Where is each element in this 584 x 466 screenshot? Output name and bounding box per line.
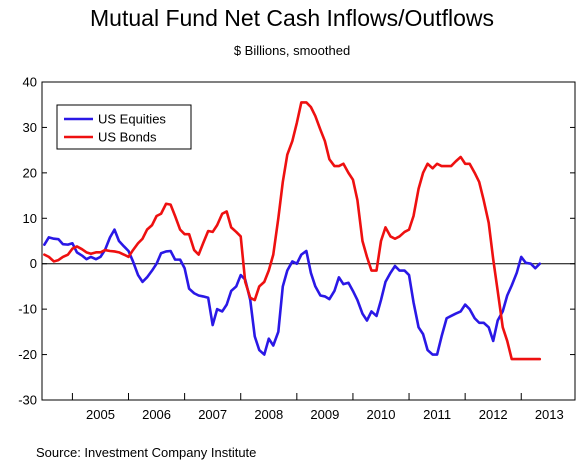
y-tick-label: 40 — [23, 75, 37, 90]
chart-subtitle: $ Billions, smoothed — [234, 43, 350, 58]
chart-title: Mutual Fund Net Cash Inflows/Outflows — [90, 5, 494, 31]
y-tick-label: -20 — [18, 347, 37, 362]
y-tick-label: 10 — [23, 211, 37, 226]
x-tick-label: 2005 — [86, 407, 115, 422]
y-tick-label: -30 — [18, 393, 37, 408]
series-line-us-equities — [44, 230, 539, 355]
y-tick-label: -10 — [18, 302, 37, 317]
x-tick-label: 2006 — [142, 407, 171, 422]
x-tick-label: 2012 — [479, 407, 508, 422]
x-axis: 2005 2006 2007 2008 2009 2010 2011 2012 2013 — [72, 393, 563, 422]
x-tick-label: 2010 — [367, 407, 396, 422]
x-tick-label: 2009 — [310, 407, 339, 422]
y-tick-label: 30 — [23, 120, 37, 135]
y-tick-label: 20 — [23, 165, 37, 180]
legend: US Equities US Bonds — [57, 105, 191, 149]
x-tick-label: 2013 — [535, 407, 564, 422]
source-note: Source: Investment Company Institute — [36, 445, 256, 460]
x-tick-label: 2008 — [254, 407, 283, 422]
legend-label-us-equities: US Equities — [98, 112, 166, 127]
x-tick-label: 2007 — [198, 407, 227, 422]
x-tick-label: 2011 — [423, 407, 451, 422]
legend-label-us-bonds: US Bonds — [98, 130, 157, 145]
y-tick-label: 0 — [30, 256, 37, 271]
